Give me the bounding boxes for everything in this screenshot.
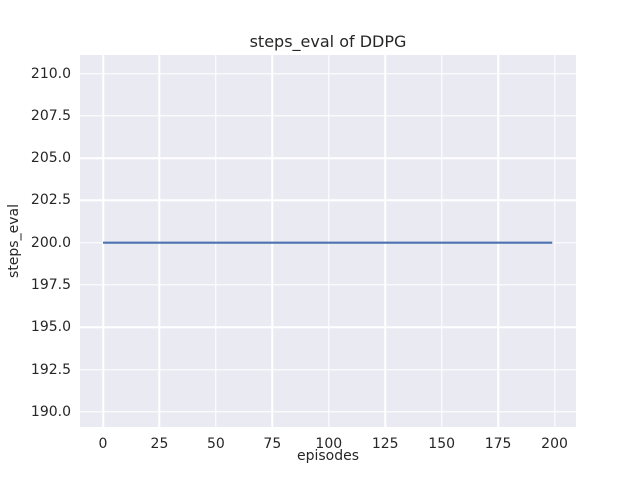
x-tick-label: 100: [315, 436, 343, 452]
y-gridline: [80, 72, 576, 75]
y-tick-label: 210.0: [30, 65, 71, 82]
y-tick-label: 195.0: [30, 319, 71, 336]
y-tick-label: 200.0: [30, 234, 71, 251]
chart-title: steps_eval of DDPG: [249, 32, 407, 51]
y-gridline: [80, 115, 576, 117]
y-tick-label: 202.5: [30, 192, 71, 209]
x-gridline: [440, 55, 443, 427]
x-gridline: [497, 55, 499, 427]
y-gridline: [80, 199, 576, 202]
y-tick-label: 207.5: [30, 107, 71, 124]
x-axis-label: episodes: [296, 448, 360, 464]
x-tick-label: 0: [98, 436, 108, 452]
x-gridline: [215, 55, 217, 427]
x-tick-label: 75: [263, 436, 282, 452]
y-tick-label: 192.5: [30, 361, 71, 378]
x-tick-label: 125: [371, 436, 399, 452]
y-gridline: [80, 411, 576, 413]
x-gridline: [158, 55, 161, 427]
x-gridline: [553, 55, 556, 427]
y-gridline: [80, 368, 576, 371]
x-tick-label: 50: [206, 436, 225, 452]
y-gridline: [80, 284, 576, 286]
y-axis-label: steps_eval: [6, 204, 22, 278]
y-tick-label: 197.5: [30, 276, 71, 293]
x-tick-label: 150: [428, 436, 456, 452]
x-gridline: [384, 55, 386, 427]
y-gridline: [80, 157, 576, 159]
x-tick-label: 25: [150, 436, 169, 452]
x-gridline: [328, 55, 330, 427]
x-gridline: [102, 55, 104, 427]
y-gridline: [80, 326, 576, 328]
plot-area: [80, 55, 576, 427]
series-layer: [103, 241, 553, 244]
x-tick-label: 200: [541, 436, 568, 452]
x-gridline: [271, 55, 274, 427]
x-tick-label: 175: [484, 436, 512, 452]
y-tick-label: 190.0: [30, 403, 71, 420]
y-tick-label: 205.0: [30, 150, 71, 167]
